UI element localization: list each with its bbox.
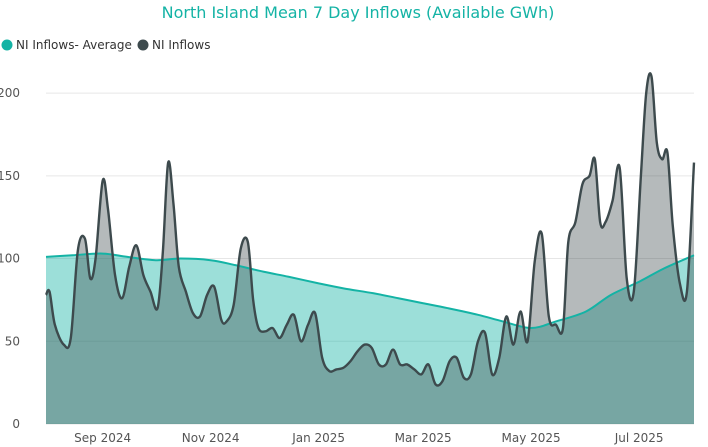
- series-areas: [46, 73, 694, 424]
- legend-label-inflows: NI Inflows: [152, 38, 210, 52]
- x-axis: Sep 2024 Nov 2024 Jan 2025 Mar 2025 May 2025…: [74, 431, 663, 445]
- gridlines: [46, 92, 694, 425]
- series-lines: [44, 72, 696, 387]
- chart-title: North Island Mean 7 Day Inflows (Availab…: [162, 3, 555, 22]
- x-tick-label-4: May 2025: [502, 431, 561, 445]
- y-tick-label-150: 150: [0, 169, 20, 183]
- x-tick-label-3: Mar 2025: [395, 431, 452, 445]
- x-tick-label-0: Sep 2024: [74, 431, 131, 445]
- legend: NI Inflows- Average NI Inflows: [1, 38, 211, 52]
- x-tick-label-5: Jul 2025: [614, 431, 664, 445]
- y-tick-label-100: 100: [0, 252, 20, 266]
- legend-item-average[interactable]: NI Inflows- Average: [1, 38, 132, 52]
- series-area-1: [46, 73, 694, 424]
- y-axis: 0 50 100 150 200: [0, 86, 20, 431]
- y-tick-label-200: 200: [0, 86, 20, 100]
- y-tick-label-0: 0: [12, 417, 20, 431]
- series-line-1: [44, 72, 696, 387]
- x-tick-label-1: Nov 2024: [182, 431, 240, 445]
- legend-item-inflows[interactable]: NI Inflows: [137, 38, 211, 52]
- series-area-0: [46, 253, 694, 424]
- y-tick-label-50: 50: [5, 334, 20, 348]
- legend-marker-inflows: [137, 39, 149, 51]
- x-tick-label-2: Jan 2025: [291, 431, 345, 445]
- series-line-0: [45, 252, 695, 330]
- legend-label-average: NI Inflows- Average: [16, 38, 132, 52]
- legend-marker-average: [1, 39, 13, 51]
